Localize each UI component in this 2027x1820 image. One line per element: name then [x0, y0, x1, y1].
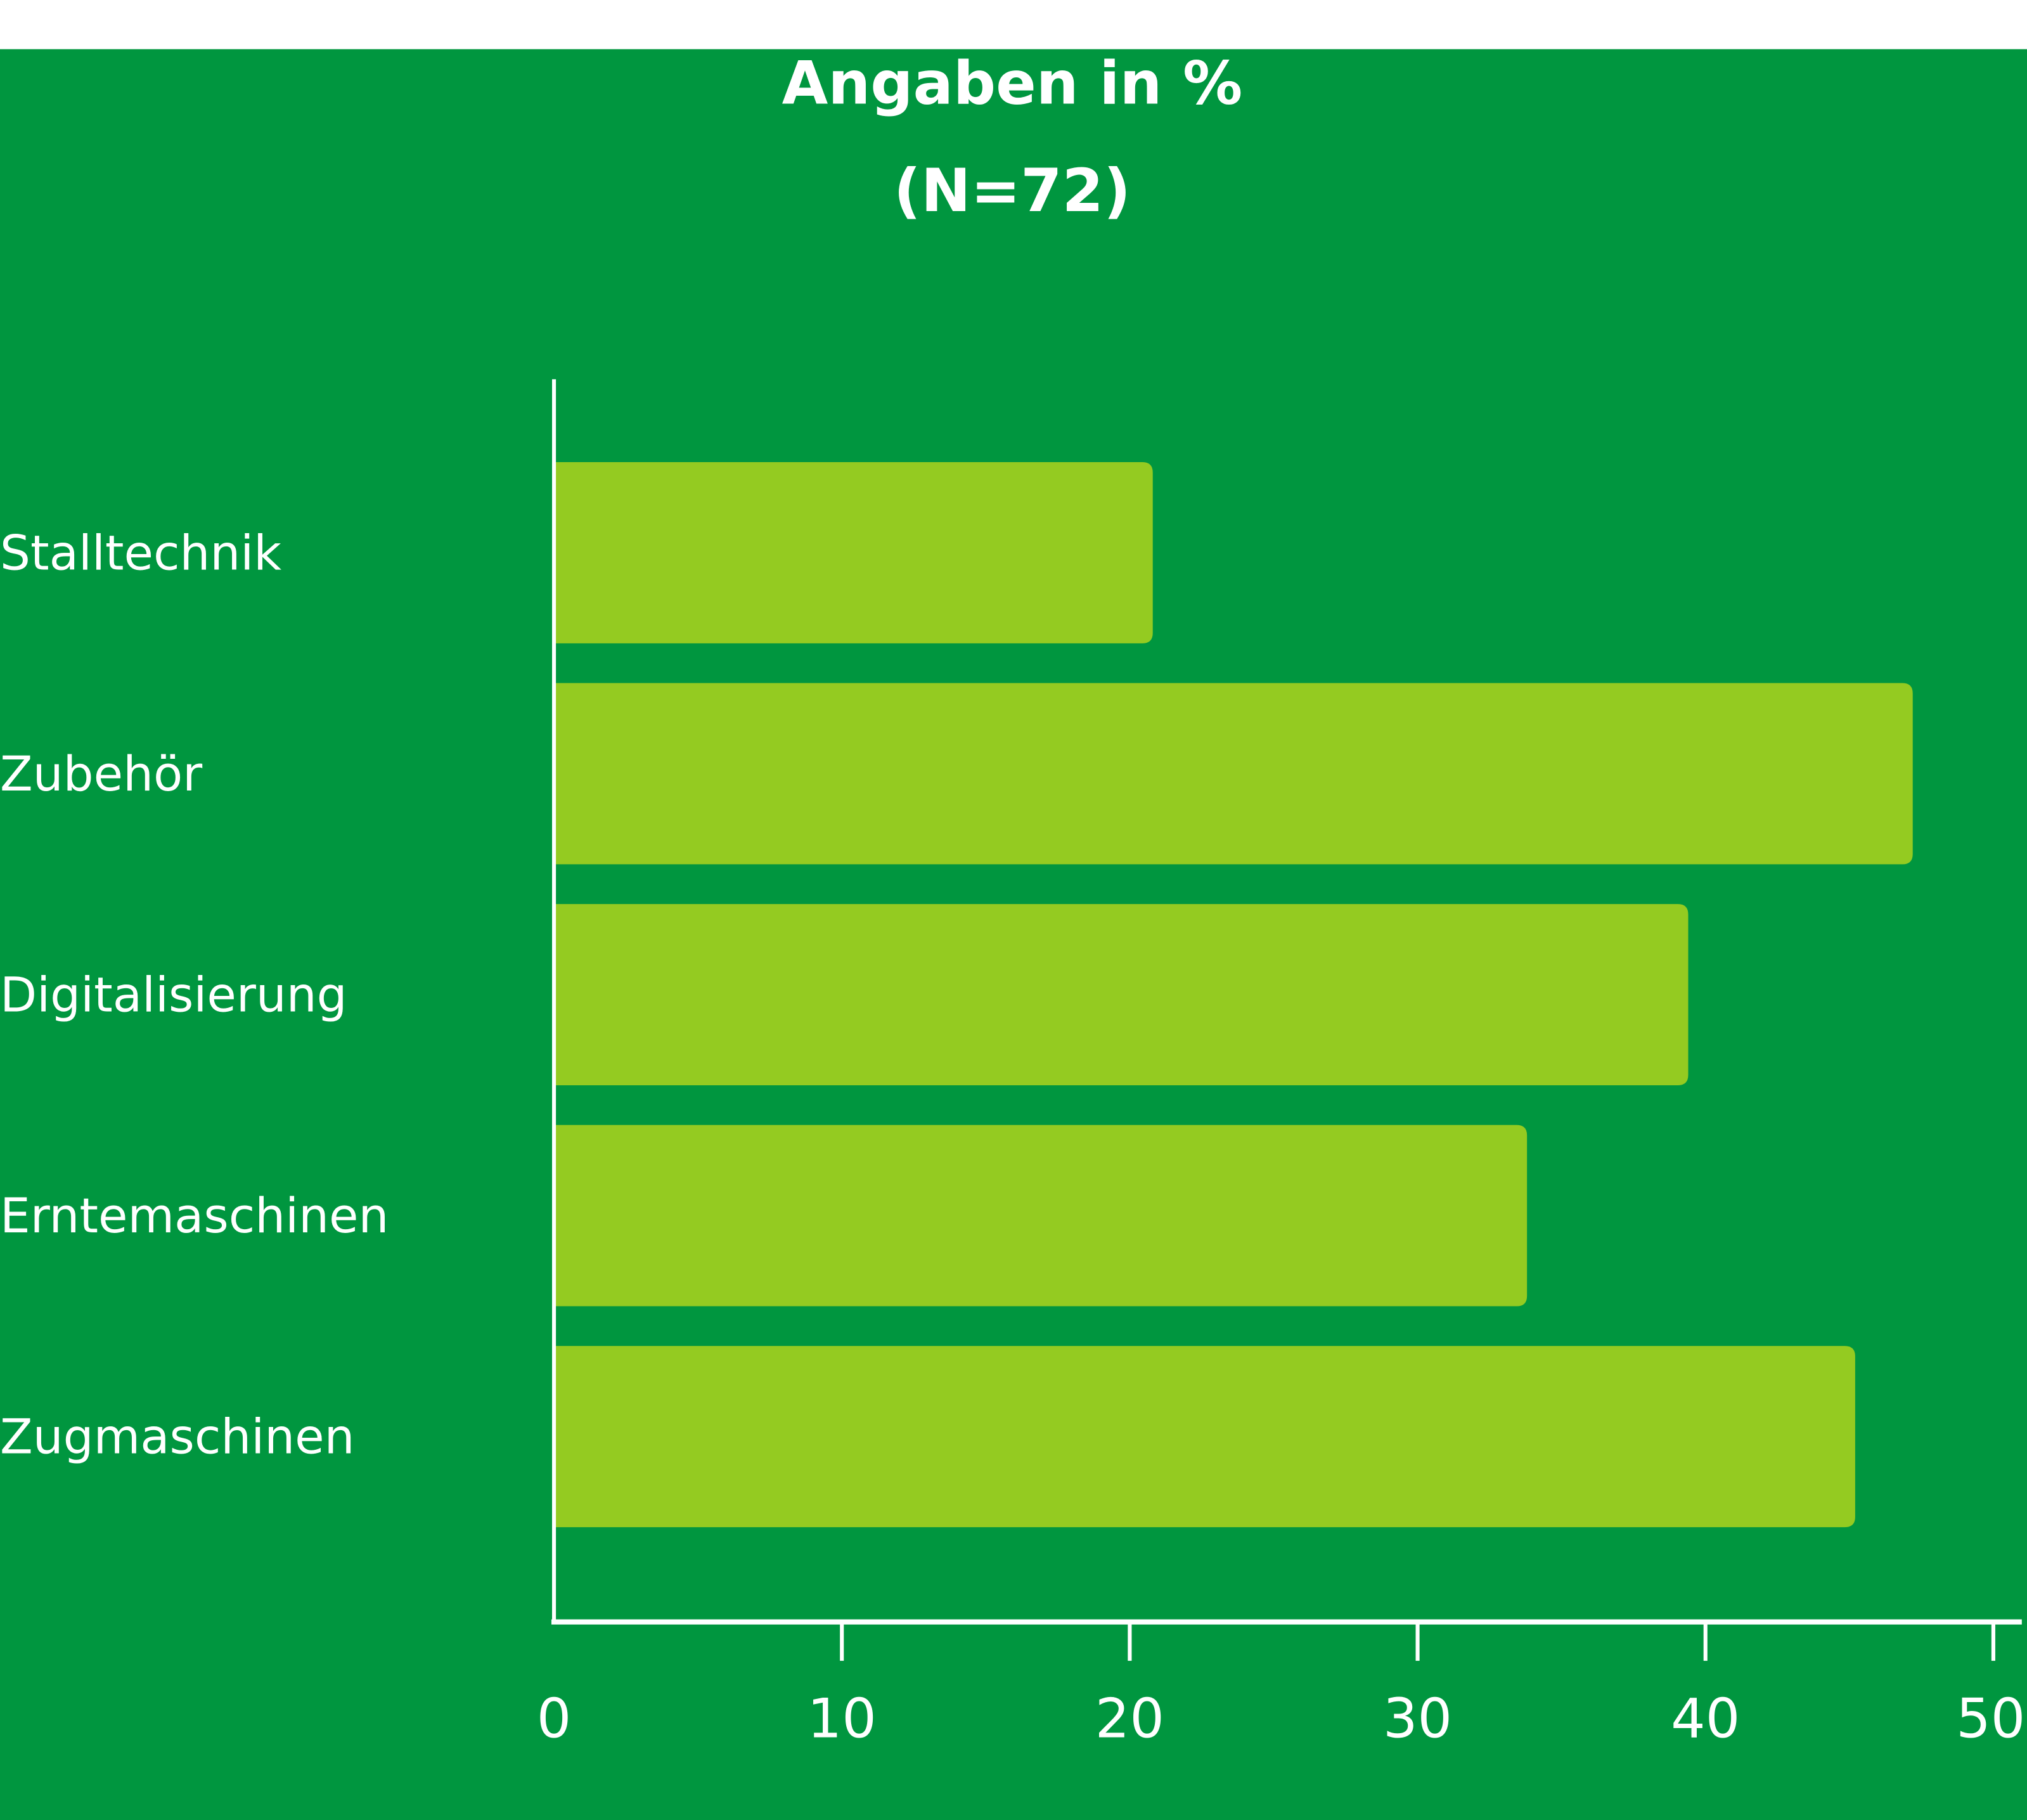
x-tick-label: 40: [1671, 1687, 1740, 1750]
category-label: Zugmaschinen: [0, 1409, 355, 1465]
x-tick-label: 0: [537, 1687, 572, 1750]
chart-subtitle: (N=72): [894, 157, 1131, 226]
bar-digitalisierung: [554, 904, 1689, 1085]
bar-zubehör: [554, 683, 1913, 865]
x-tick-label: 50: [1956, 1687, 2025, 1750]
x-tick-label: 10: [808, 1687, 877, 1750]
category-label: Digitalisierung: [0, 967, 347, 1023]
category-label: Stalltechnik: [0, 525, 281, 581]
x-tick-label: 30: [1383, 1687, 1452, 1750]
category-label: Erntemaschinen: [0, 1188, 389, 1244]
category-label: Zubehör: [0, 746, 203, 802]
chart-title: Angaben in %: [782, 49, 1243, 118]
x-tick-label: 20: [1095, 1687, 1164, 1750]
bar-zugmaschinen: [554, 1346, 1855, 1528]
bar-stalltechnik: [554, 461, 1153, 643]
bar-erntemaschinen: [554, 1125, 1528, 1307]
